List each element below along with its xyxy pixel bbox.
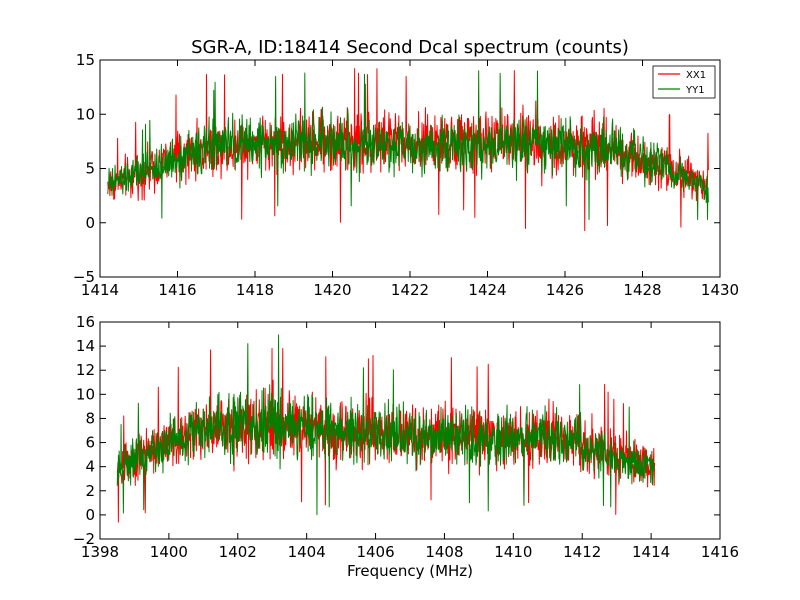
legend-label-xx1: XX1 (686, 70, 706, 81)
y-tick-label: 0 (85, 214, 95, 232)
x-tick-label: 1426 (546, 281, 584, 299)
y-tick-label: 2 (85, 482, 95, 500)
top-subplot-ticks: 1414 1416 1418 1420 1422 1424 1426 1428 1430 −5 0 5… (73, 51, 739, 299)
x-tick-label: 1416 (158, 281, 196, 299)
y-tick-label: 10 (76, 105, 95, 123)
y-tick-label: 16 (76, 313, 95, 331)
series-line-green (116, 334, 656, 516)
x-tick-label: 1404 (288, 543, 326, 561)
top-subplot-series (107, 68, 709, 232)
bottom-subplot: 1398 1400 1402 1404 1406 1408 1410 1412 1414 1416… (73, 313, 739, 580)
x-tick-label: 1418 (236, 281, 274, 299)
x-tick-label: 1416 (701, 543, 739, 561)
bottom-subplot-ticks: 1398 1400 1402 1404 1406 1408 1410 1412 1414 1416… (73, 313, 739, 561)
legend-label-yy1: YY1 (685, 85, 705, 96)
x-tick-label: 1424 (468, 281, 506, 299)
y-tick-label: 8 (85, 409, 95, 427)
chart-title: SGR-A, ID:18414 Second Dcal spectrum (co… (191, 37, 629, 58)
legend-box (652, 65, 716, 99)
x-tick-label: 1402 (219, 543, 257, 561)
y-tick-label: 0 (85, 506, 95, 524)
y-tick-label: −5 (73, 268, 95, 286)
y-tick-label: 4 (85, 458, 95, 476)
y-tick-label: 12 (76, 361, 95, 379)
x-tick-label: 1430 (701, 281, 739, 299)
x-tick-label: 1414 (632, 543, 670, 561)
y-tick-label: 14 (76, 337, 95, 355)
x-tick-label: 1428 (623, 281, 661, 299)
x-tick-label: 1400 (150, 543, 188, 561)
x-tick-label: 1398 (81, 543, 119, 561)
x-tick-label: 1406 (356, 543, 394, 561)
x-tick-label: 1422 (391, 281, 429, 299)
y-tick-label: −2 (73, 530, 95, 548)
top-subplot: SGR-A, ID:18414 Second Dcal spectrum (co… (73, 37, 739, 299)
x-tick-label: 1412 (563, 543, 601, 561)
y-tick-label: 6 (85, 434, 95, 452)
legend: XX1 YY1 (652, 65, 716, 99)
x-tick-label: 1408 (425, 543, 463, 561)
x-tick-label: 1420 (313, 281, 351, 299)
x-axis-label: Frequency (MHz) (347, 562, 473, 580)
y-tick-label: 10 (76, 385, 95, 403)
bottom-subplot-series (116, 334, 656, 523)
y-tick-label: 5 (85, 160, 95, 178)
bottom-subplot-frame (99, 321, 721, 540)
x-tick-label: 1410 (494, 543, 532, 561)
x-tick-label: 1414 (81, 281, 119, 299)
y-tick-label: 15 (76, 51, 95, 69)
series-line-yy1 (107, 70, 709, 220)
